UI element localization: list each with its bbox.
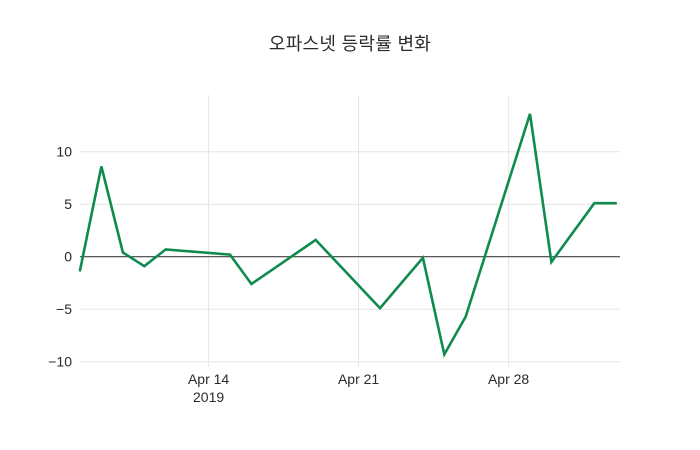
y-tick-label: −10 bbox=[48, 353, 72, 369]
y-tick-label: 10 bbox=[56, 143, 72, 159]
x-tick-label: Apr 28 bbox=[488, 371, 529, 387]
series-line bbox=[78, 113, 618, 358]
x-tick-label: Apr 21 bbox=[338, 371, 379, 387]
x-tick-year-label: 2019 bbox=[193, 389, 224, 405]
y-tick-label: −5 bbox=[56, 301, 72, 317]
y-tick-label: 5 bbox=[64, 196, 72, 212]
x-tick-label: Apr 14 bbox=[188, 371, 229, 387]
y-tick-label: 0 bbox=[64, 248, 72, 264]
chart-title: 오파스넷 등락률 변화 bbox=[268, 34, 432, 54]
